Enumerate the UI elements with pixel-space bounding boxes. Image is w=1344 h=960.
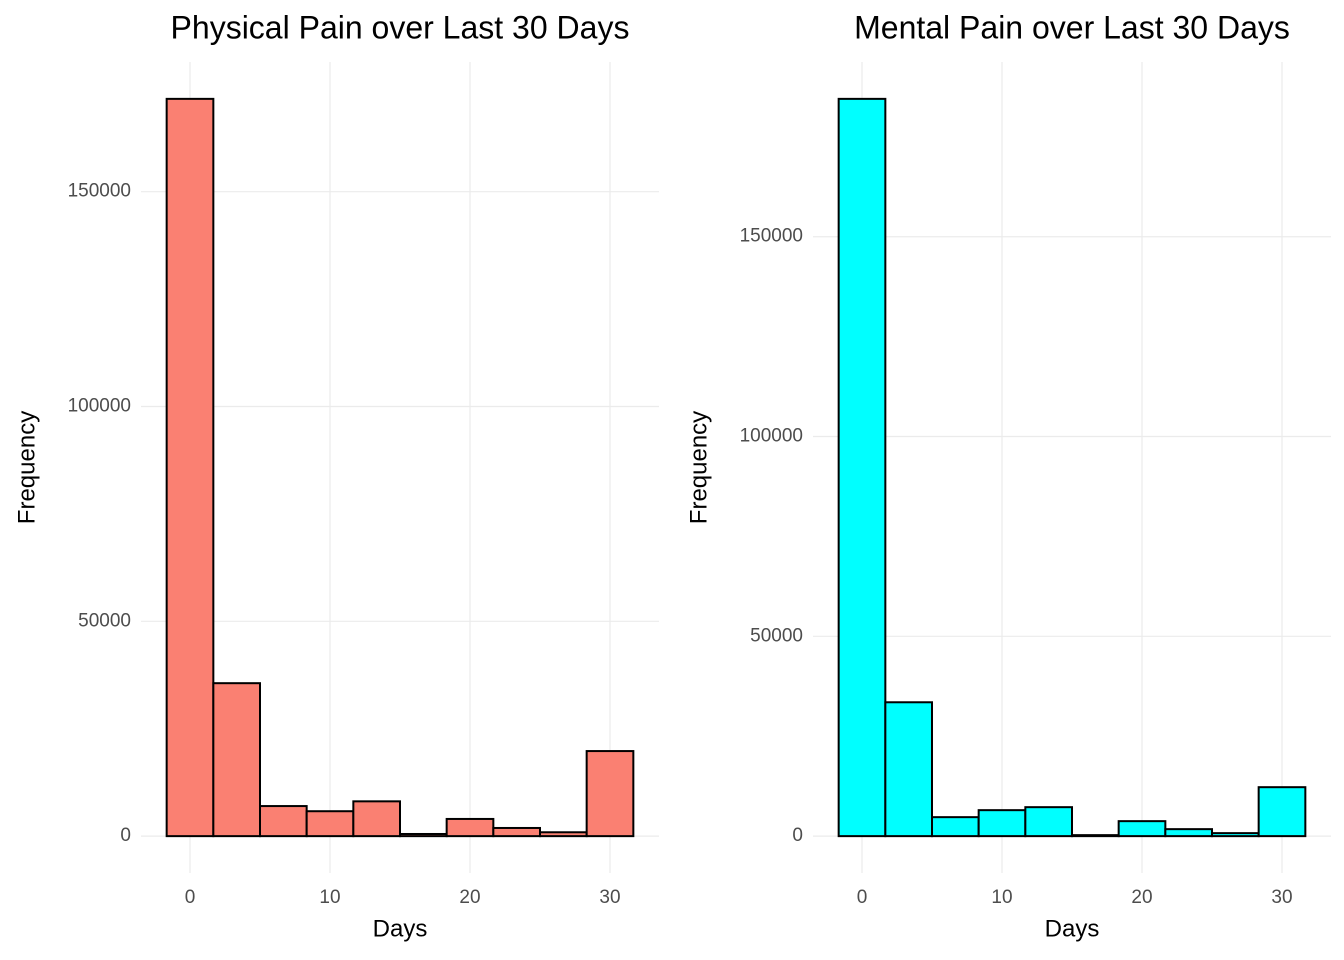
x-tick-label: 20	[1131, 887, 1152, 908]
bar	[1024, 806, 1074, 838]
y-tick-label: 50000	[750, 625, 803, 646]
x-tick-label: 10	[991, 887, 1012, 908]
bar	[165, 97, 215, 838]
x-tick-label: 30	[599, 887, 620, 908]
bar	[1117, 820, 1167, 838]
bar	[931, 816, 980, 838]
x-axis-label: Days	[1045, 915, 1100, 942]
bar	[977, 809, 1027, 838]
y-tick-label: 0	[792, 825, 803, 846]
bar	[259, 805, 308, 838]
bar	[1257, 786, 1307, 838]
y-axis-label: Frequency	[13, 411, 40, 524]
x-tick-label: 10	[319, 887, 340, 908]
x-axis-label: Days	[373, 915, 428, 942]
bar	[305, 810, 355, 838]
bar	[445, 817, 495, 838]
x-tick-label: 30	[1271, 887, 1292, 908]
y-tick-label: 150000	[740, 226, 803, 247]
x-tick-label: 0	[857, 887, 868, 908]
x-tick-label: 20	[459, 887, 480, 908]
bar	[352, 800, 402, 838]
bar	[399, 832, 448, 838]
bar	[492, 826, 542, 838]
bar	[1164, 828, 1214, 838]
bar	[1211, 832, 1260, 838]
bar	[585, 750, 635, 838]
x-tick-label: 0	[185, 887, 196, 908]
bar	[1071, 834, 1120, 838]
bar	[884, 701, 934, 838]
y-tick-label: 150000	[68, 181, 131, 202]
y-tick-label: 50000	[78, 610, 131, 631]
bar	[212, 682, 261, 838]
bar	[837, 97, 887, 838]
bar	[539, 831, 588, 838]
y-tick-label: 0	[120, 825, 131, 846]
chart-title: Mental Pain over Last 30 Days	[854, 9, 1290, 45]
y-axis-label: Frequency	[685, 411, 712, 524]
y-tick-label: 100000	[68, 396, 131, 417]
chart-title: Physical Pain over Last 30 Days	[171, 9, 630, 45]
y-tick-label: 100000	[740, 426, 803, 447]
